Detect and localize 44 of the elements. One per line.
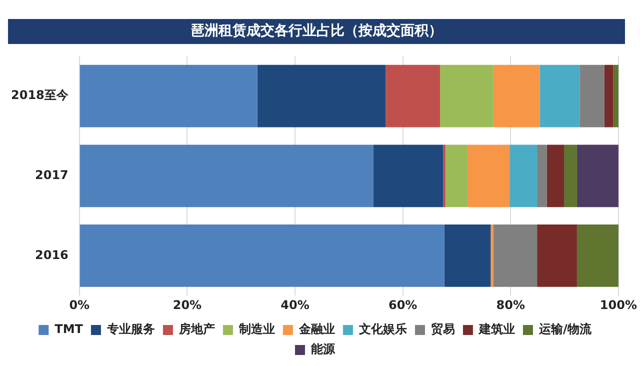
bar (613, 64, 618, 128)
legend-label: 能源 (311, 342, 336, 356)
bar (537, 144, 547, 208)
bar (468, 144, 510, 208)
y-tick-label: 2017 (34, 168, 68, 182)
x-tick-label: 0% (69, 298, 90, 312)
legend-label: 制造业 (238, 322, 275, 336)
bar (386, 64, 440, 128)
x-tick-label: 80% (496, 298, 526, 312)
legend-label: 专业服务 (106, 322, 155, 336)
bar (445, 144, 468, 208)
bar (490, 224, 494, 287)
bar (80, 224, 444, 287)
bar (576, 144, 618, 208)
y-tick-label: 2016 (34, 248, 68, 262)
y-tick-label: 2018至今 (10, 88, 70, 102)
bar (257, 64, 386, 128)
bar (576, 224, 618, 287)
x-tick-label: 20% (172, 298, 202, 312)
bar (80, 64, 258, 128)
bar (540, 64, 580, 128)
legend-label: 运输/物流 (538, 322, 592, 336)
legend-label: 房地产 (178, 322, 215, 336)
bar (510, 144, 538, 208)
legend-label: 建筑业 (478, 322, 515, 336)
bar (373, 144, 444, 208)
bar (537, 224, 577, 287)
legend-label: 贸易 (430, 322, 455, 336)
bar (564, 144, 577, 208)
chart-title: 琶洲租赁成交各行业占比（按成交面积） (8, 19, 625, 44)
bar (580, 64, 604, 128)
x-tick-label: 100% (600, 298, 638, 312)
legend-label: TMT (54, 322, 84, 336)
bar (546, 144, 564, 208)
bar (493, 64, 540, 128)
bar (493, 224, 538, 287)
x-tick-label: 60% (388, 298, 418, 312)
x-tick-label: 40% (280, 298, 310, 312)
bar (604, 64, 614, 128)
legend-label: 金融业 (298, 322, 335, 336)
bar (444, 224, 491, 287)
legend-label: 文化娱乐 (358, 322, 407, 336)
bar (80, 144, 374, 208)
bar (440, 64, 494, 128)
